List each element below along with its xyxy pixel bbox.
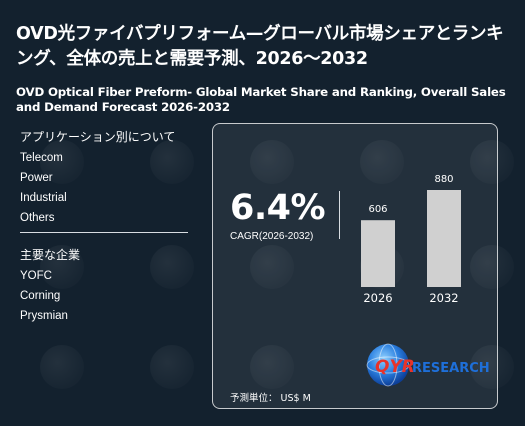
section-divider [20, 232, 188, 233]
list-item: Prysmian [20, 310, 68, 322]
list-item: Corning [20, 290, 61, 302]
logo-mark: QYR [375, 357, 415, 377]
page-subtitle: OVD Optical Fiber Preform- Global Market… [16, 85, 506, 114]
list-item: Others [20, 212, 55, 224]
cagr-value: 6.4% [230, 188, 326, 228]
bar-value-label: 880 [434, 174, 453, 185]
companies-list: YOFC Corning Prysmian [20, 266, 68, 326]
globe-icon [367, 344, 409, 386]
list-item: Industrial [20, 192, 67, 204]
bar-2026 [361, 220, 395, 287]
unit-label: 予測単位： US$ M [230, 393, 311, 404]
cagr-label: CAGR(2026-2032) [230, 231, 314, 242]
page-title: OVD光ファイバプリフォーム—グローバル市場シェアとランキング、全体の売上と需要… [16, 24, 504, 69]
forecast-bar-chart: 606 2026 880 2032 [361, 174, 461, 305]
applications-list: Telecom Power Industrial Others [20, 148, 67, 228]
bar-category-label: 2026 [363, 291, 392, 305]
watermark-globe [40, 345, 84, 389]
bar-2032 [427, 190, 461, 287]
stat-divider [339, 191, 340, 239]
list-item: Power [20, 172, 53, 184]
applications-heading: アプリケーション別について [20, 130, 176, 144]
watermark-globe [150, 140, 194, 184]
bar-category-label: 2032 [429, 291, 458, 305]
logo-text: RESEARCH [412, 361, 490, 376]
watermark-globe [150, 345, 194, 389]
companies-heading: 主要な企業 [20, 248, 81, 262]
watermark-globe [150, 245, 194, 289]
list-item: YOFC [20, 270, 52, 282]
list-item: Telecom [20, 152, 63, 164]
qyresearch-logo: QYR RESEARCH [366, 343, 490, 387]
bar-value-label: 606 [368, 204, 387, 215]
